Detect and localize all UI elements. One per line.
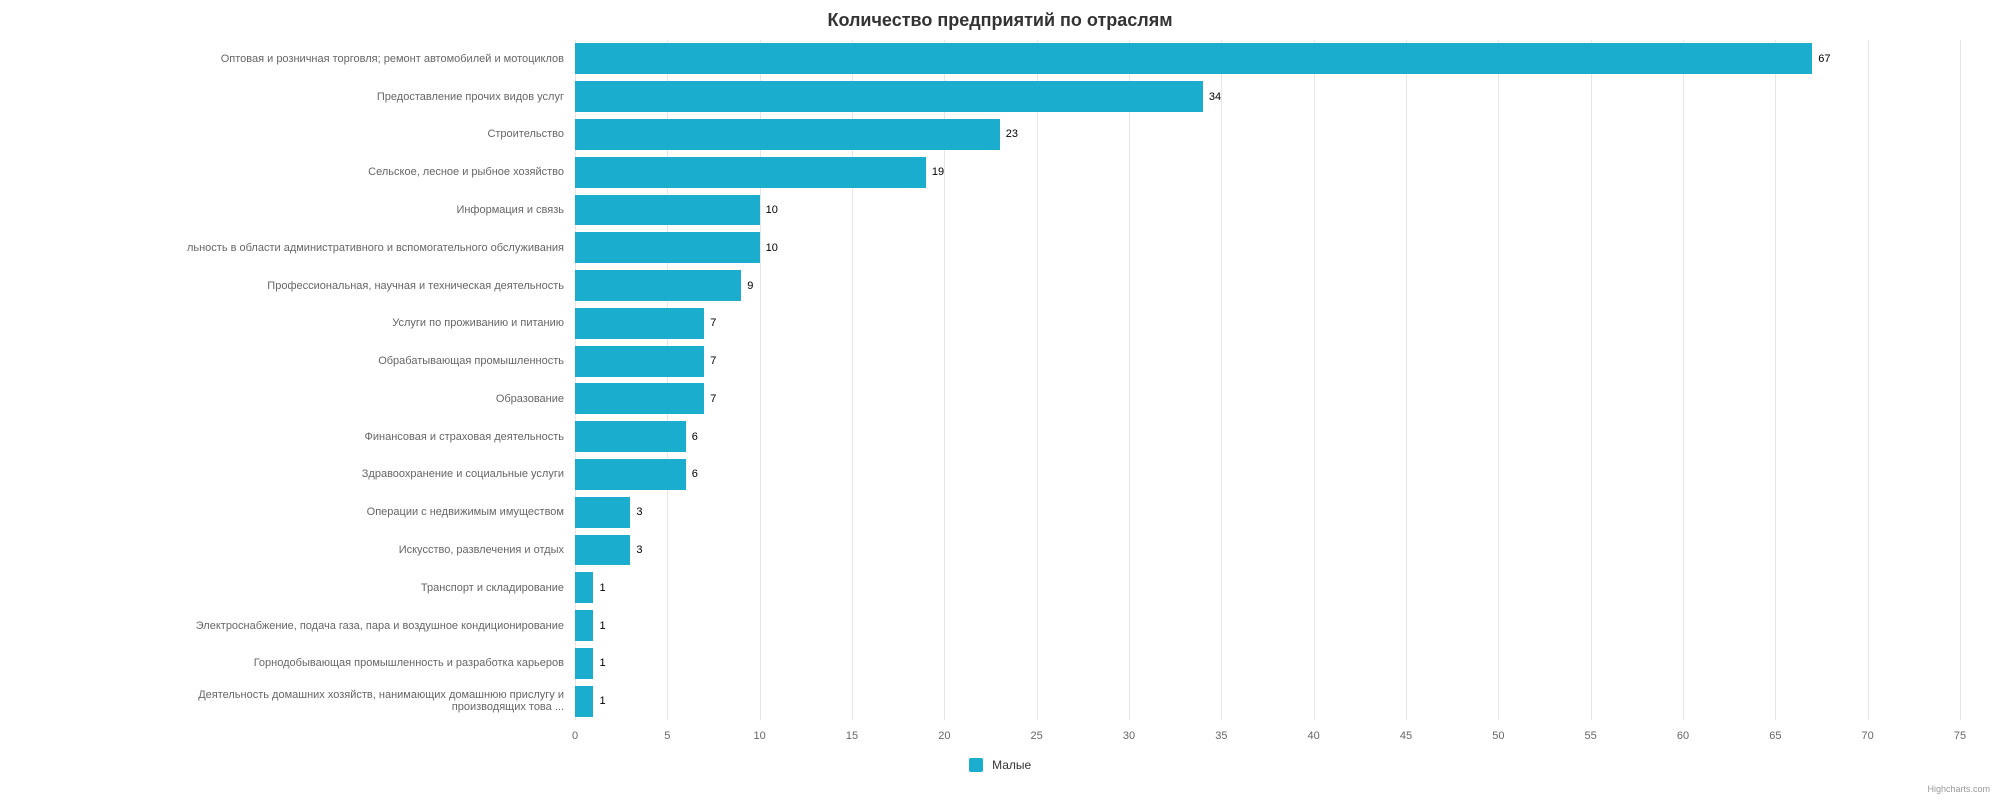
bar[interactable]: 3: [575, 535, 630, 566]
bar-row: 34: [575, 81, 1960, 112]
bar[interactable]: 9: [575, 270, 741, 301]
bar-value-label: 19: [932, 166, 944, 178]
y-axis-label: Образование: [496, 393, 564, 405]
bar[interactable]: 3: [575, 497, 630, 528]
y-axis-label: Электроснабжение, подача газа, пара и во…: [196, 620, 564, 632]
bar-value-label: 23: [1006, 128, 1018, 140]
bar-row: 7: [575, 308, 1960, 339]
x-tick-label: 20: [938, 730, 950, 742]
bar-row: 23: [575, 119, 1960, 150]
y-axis-label: Услуги по проживанию и питанию: [392, 317, 564, 329]
bar-row: 3: [575, 497, 1960, 528]
bar-value-label: 67: [1818, 53, 1830, 65]
y-axis-label: Строительство: [487, 128, 564, 140]
bar-value-label: 9: [747, 280, 753, 292]
bar-row: 6: [575, 421, 1960, 452]
y-axis-label: Профессиональная, научная и техническая …: [267, 280, 564, 292]
y-axis-label: Предоставление прочих видов услуг: [377, 91, 564, 103]
x-tick-label: 50: [1492, 730, 1504, 742]
x-tick-label: 70: [1862, 730, 1874, 742]
x-tick-label: 0: [572, 730, 578, 742]
bar[interactable]: 6: [575, 459, 686, 490]
bar[interactable]: 10: [575, 195, 760, 226]
bar-row: 3: [575, 535, 1960, 566]
bar[interactable]: 7: [575, 308, 704, 339]
x-tick-label: 65: [1769, 730, 1781, 742]
y-axis-label: льность в области административного и вс…: [187, 242, 564, 254]
y-axis-labels: Оптовая и розничная торговля; ремонт авт…: [0, 40, 570, 720]
x-tick-label: 45: [1400, 730, 1412, 742]
legend-label: Малые: [992, 758, 1031, 772]
bar-value-label: 7: [710, 317, 716, 329]
x-tick-label: 15: [846, 730, 858, 742]
x-tick-label: 10: [754, 730, 766, 742]
bar[interactable]: 1: [575, 572, 593, 603]
bar[interactable]: 1: [575, 648, 593, 679]
x-tick-label: 55: [1585, 730, 1597, 742]
bar[interactable]: 19: [575, 157, 926, 188]
y-axis-label: Деятельность домашних хозяйств, нанимающ…: [198, 689, 564, 713]
bar-row: 67: [575, 43, 1960, 74]
bar-row: 1: [575, 648, 1960, 679]
bar-row: 6: [575, 459, 1960, 490]
bar-row: 1: [575, 686, 1960, 717]
x-tick-label: 75: [1954, 730, 1966, 742]
bar-value-label: 1: [599, 582, 605, 594]
bar-value-label: 3: [636, 506, 642, 518]
plot-area: 0510152025303540455055606570756734231910…: [575, 40, 1960, 720]
bar[interactable]: 23: [575, 119, 1000, 150]
bar-value-label: 1: [599, 695, 605, 707]
bar-value-label: 1: [599, 657, 605, 669]
y-axis-label: Финансовая и страховая деятельность: [365, 431, 564, 443]
chart-container: Количество предприятий по отраслям Оптов…: [0, 0, 2000, 800]
bar[interactable]: 7: [575, 383, 704, 414]
bar-value-label: 10: [766, 204, 778, 216]
bar-value-label: 6: [692, 431, 698, 443]
y-axis-label: Операции с недвижимым имуществом: [367, 506, 564, 518]
y-axis-label: Оптовая и розничная торговля; ремонт авт…: [221, 53, 564, 65]
x-tick-label: 60: [1677, 730, 1689, 742]
credits-link[interactable]: Highcharts.com: [1927, 784, 1990, 794]
bar-row: 10: [575, 232, 1960, 263]
bar-row: 10: [575, 195, 1960, 226]
bar-row: 19: [575, 157, 1960, 188]
bar[interactable]: 6: [575, 421, 686, 452]
x-tick-label: 30: [1123, 730, 1135, 742]
y-axis-label: Сельское, лесное и рыбное хозяйство: [368, 166, 564, 178]
bar-value-label: 1: [599, 620, 605, 632]
x-tick-label: 5: [664, 730, 670, 742]
y-axis-label: Искусство, развлечения и отдых: [399, 544, 564, 556]
bar[interactable]: 1: [575, 610, 593, 641]
y-axis-label: Транспорт и складирование: [421, 582, 564, 594]
bar[interactable]: 67: [575, 43, 1812, 74]
bar[interactable]: 1: [575, 686, 593, 717]
bar-value-label: 6: [692, 468, 698, 480]
bar-row: 1: [575, 572, 1960, 603]
y-axis-label: Информация и связь: [456, 204, 564, 216]
y-axis-label: Горнодобывающая промышленность и разрабо…: [254, 657, 564, 669]
bar[interactable]: 7: [575, 346, 704, 377]
chart-title: Количество предприятий по отраслям: [0, 0, 2000, 31]
legend-swatch: [969, 758, 983, 772]
bar-value-label: 7: [710, 355, 716, 367]
bar-value-label: 34: [1209, 91, 1221, 103]
bar[interactable]: 10: [575, 232, 760, 263]
bar-value-label: 3: [636, 544, 642, 556]
y-axis-label: Здравоохранение и социальные услуги: [362, 468, 564, 480]
grid-line: [1960, 40, 1961, 720]
bar[interactable]: 34: [575, 81, 1203, 112]
bar-row: 1: [575, 610, 1960, 641]
y-axis-label: Обрабатывающая промышленность: [378, 355, 564, 367]
x-tick-label: 40: [1308, 730, 1320, 742]
bar-row: 7: [575, 383, 1960, 414]
plot-wrap: Оптовая и розничная торговля; ремонт авт…: [0, 40, 1980, 720]
legend[interactable]: Малые: [0, 757, 2000, 772]
x-tick-label: 35: [1215, 730, 1227, 742]
bar-value-label: 7: [710, 393, 716, 405]
x-tick-label: 25: [1031, 730, 1043, 742]
bar-value-label: 10: [766, 242, 778, 254]
bar-row: 9: [575, 270, 1960, 301]
bar-row: 7: [575, 346, 1960, 377]
